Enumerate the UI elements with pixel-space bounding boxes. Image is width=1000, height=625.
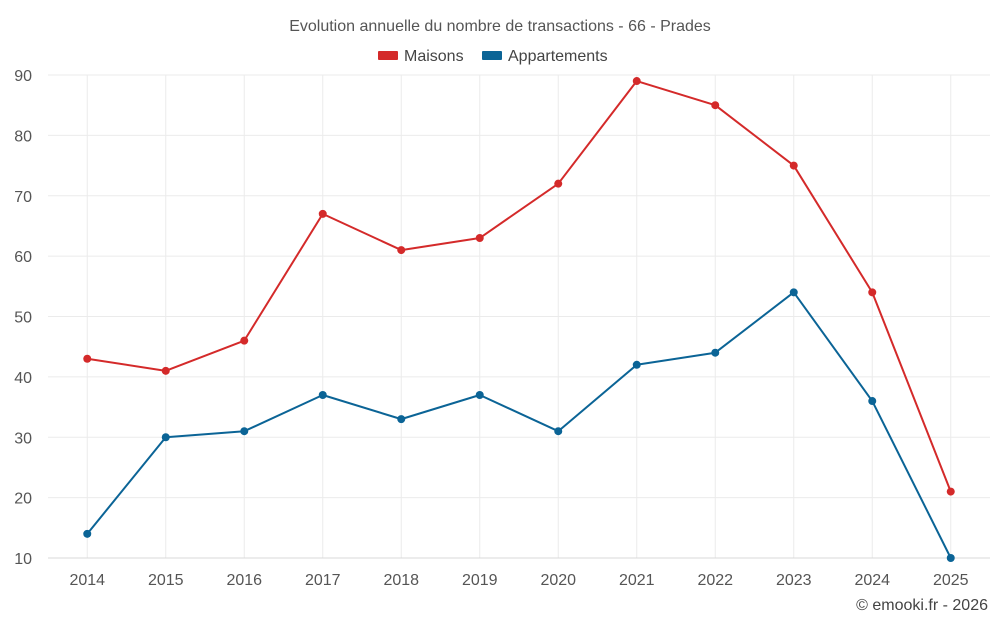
x-tick-label: 2022: [697, 572, 733, 589]
legend-item-appartements[interactable]: Appartements: [482, 48, 608, 65]
y-tick-label: 40: [14, 370, 32, 387]
data-point[interactable]: [868, 397, 877, 406]
x-axis: 2014 2015 2016 2017 2018 2019 2020 2021 2022 2023…: [48, 557, 990, 589]
grid: [48, 74, 990, 559]
x-tick-label: 2017: [305, 572, 341, 589]
legend-item-maisons[interactable]: Maisons: [378, 48, 464, 65]
series-appartements: [83, 288, 955, 562]
data-point[interactable]: [161, 366, 170, 375]
y-tick-label: 60: [14, 249, 32, 266]
data-point[interactable]: [161, 433, 170, 442]
plot-area: [83, 77, 955, 562]
data-point[interactable]: [83, 354, 92, 363]
x-tick-label: 2021: [619, 572, 655, 589]
data-point[interactable]: [240, 336, 249, 345]
legend-swatch: [378, 51, 398, 60]
x-tick-label: 2016: [226, 572, 262, 589]
data-point[interactable]: [946, 487, 955, 496]
chart-title: Evolution annuelle du nombre de transact…: [289, 18, 711, 35]
data-point[interactable]: [475, 390, 484, 399]
x-tick-label: 2020: [540, 572, 576, 589]
data-point[interactable]: [946, 554, 955, 562]
series-line: [87, 80, 952, 492]
legend-label: Maisons: [404, 48, 464, 65]
data-point[interactable]: [868, 288, 877, 297]
data-point[interactable]: [711, 348, 720, 357]
series-maisons: [83, 77, 955, 496]
data-point[interactable]: [789, 288, 798, 297]
x-tick-label: 2024: [854, 572, 890, 589]
credit-text: © emooki.fr - 2026: [856, 597, 988, 614]
legend: Maisons Appartements: [378, 48, 608, 65]
data-point[interactable]: [318, 390, 327, 399]
y-tick-label: 30: [14, 430, 32, 447]
x-tick-label: 2014: [69, 572, 105, 589]
x-tick-label: 2018: [383, 572, 419, 589]
x-tick-label: 2023: [776, 572, 812, 589]
y-tick-label: 50: [14, 310, 32, 327]
data-point[interactable]: [240, 427, 249, 436]
legend-label: Appartements: [508, 48, 608, 65]
data-point[interactable]: [789, 161, 798, 170]
y-axis: 10 20 30 40 50 60 70 80 90: [14, 68, 32, 568]
x-tick-label: 2025: [933, 572, 969, 589]
data-point[interactable]: [318, 209, 327, 218]
y-tick-label: 80: [14, 128, 32, 145]
data-point[interactable]: [397, 246, 406, 255]
data-point[interactable]: [632, 77, 641, 86]
y-tick-label: 10: [14, 551, 32, 568]
series-line: [86, 291, 952, 559]
data-point[interactable]: [554, 427, 563, 436]
legend-swatch: [482, 51, 502, 60]
y-tick-label: 70: [14, 189, 32, 206]
data-point[interactable]: [475, 234, 484, 243]
data-point[interactable]: [711, 101, 720, 110]
x-tick-label: 2019: [462, 572, 498, 589]
data-point[interactable]: [632, 360, 641, 369]
y-tick-label: 20: [14, 491, 32, 508]
y-tick-label: 90: [14, 68, 32, 85]
data-point[interactable]: [83, 529, 92, 538]
data-point[interactable]: [397, 415, 406, 424]
x-tick-label: 2015: [148, 572, 184, 589]
data-point[interactable]: [554, 179, 563, 188]
